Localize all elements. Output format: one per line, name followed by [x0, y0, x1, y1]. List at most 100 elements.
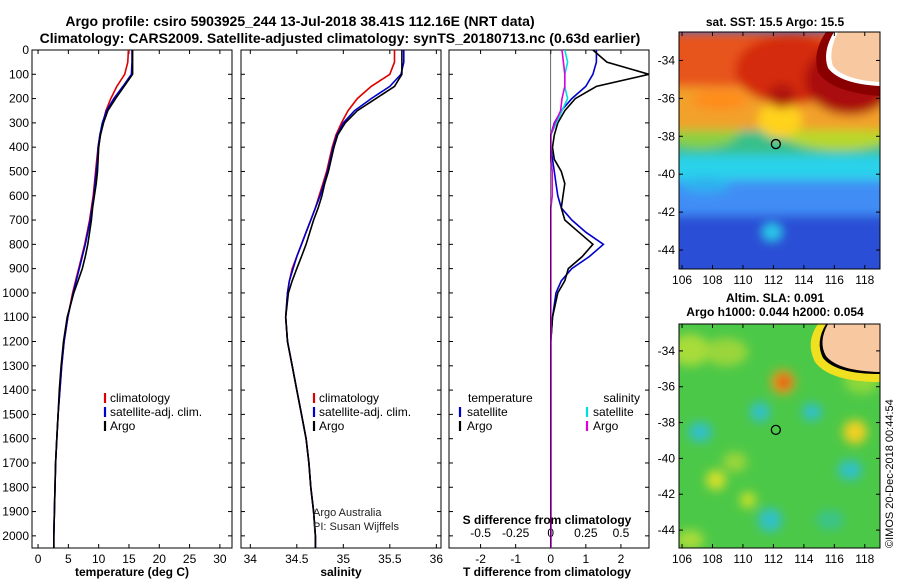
x2-tick-label: 0.25: [574, 526, 598, 540]
sst-field: [679, 32, 880, 269]
map-y-tick-label: -38: [658, 416, 676, 430]
x-tick-label: 0: [35, 552, 42, 566]
map-x-tick-label: 118: [855, 552, 874, 566]
map-x-tick-label: 114: [794, 552, 813, 566]
map-y-tick-label: -38: [658, 129, 676, 143]
map-x-tick-label: 114: [794, 273, 813, 287]
sla-field: [679, 324, 880, 548]
depth-tick-label: 1300: [2, 359, 29, 373]
depth-tick-label: 1400: [2, 383, 29, 397]
legend-label: satellite-adj. clim.: [110, 405, 202, 419]
temperature-panel: 0100200300400500600700800900100011001200…: [2, 43, 233, 579]
x-tick-label: 30: [213, 552, 227, 566]
depth-tick-label: 500: [9, 164, 29, 178]
legend-label: satellite: [593, 405, 634, 419]
x-tick-label: 34.5: [285, 552, 309, 566]
depth-tick-label: 900: [9, 262, 29, 276]
legend-label: climatology: [319, 391, 379, 405]
map-y-tick-label: -44: [658, 523, 676, 537]
x-tick-label: 35.5: [378, 552, 402, 566]
map-y-tick-label: -42: [658, 205, 676, 219]
series-line-argo: [52, 50, 134, 548]
map-y-tick-label: -34: [658, 53, 676, 67]
sla-map: Altim. SLA: 0.091 Argo h1000: 0.044 h200…: [658, 291, 881, 566]
x-tick-label: 35: [337, 552, 351, 566]
x2-tick-label: -0.5: [470, 526, 491, 540]
depth-tick-label: 1100: [3, 310, 29, 324]
x-tick-label: 20: [153, 552, 167, 566]
t-difference-xlabel: T difference from climatology: [463, 565, 631, 579]
depth-tick-label: 1200: [2, 335, 29, 349]
difference-panel: -2 -1 0 1 2 -0.5 -0.25 0 0.25 0.5 temperature sal…: [448, 49, 650, 579]
map-x-tick-label: 108: [702, 552, 722, 566]
depth-tick-label: 300: [9, 116, 29, 130]
map-x-tick-label: 110: [733, 273, 752, 287]
depth-tick-label: 800: [9, 237, 29, 251]
figure-title-line1: Argo profile: csiro 5903925_244 13-Jul-2…: [65, 13, 534, 29]
x-tick-label: -1: [510, 552, 521, 566]
credit-line2: PI: Susan Wijffels: [313, 521, 399, 533]
map-y-tick-label: -34: [658, 344, 676, 358]
temperature-plot-frame: [31, 49, 233, 549]
depth-tick-label: 1500: [2, 407, 29, 421]
legend-label: satellite: [467, 405, 508, 419]
legend-s-title: salinity: [603, 391, 640, 405]
sst-map-frame: [678, 31, 881, 270]
salinity-lines: [284, 50, 405, 548]
sla-map-title-line2: Argo h1000: 0.044 h2000: 0.054: [686, 305, 864, 319]
sla-map-title-line1: Altim. SLA: 0.091: [726, 291, 824, 305]
sst-map: sat. SST: 15.5 Argo: 15.5: [658, 15, 881, 287]
map-y-tick-label: -36: [658, 91, 676, 105]
legend-label: Argo: [110, 419, 136, 433]
depth-tick-label: 1900: [2, 505, 29, 519]
map-y-tick-label: -42: [658, 487, 676, 501]
map-y-tick-label: -40: [658, 167, 676, 181]
salinity-depth-ticks: [241, 49, 441, 537]
map-x-tick-label: 116: [825, 273, 844, 287]
sst-map-axes: 106 108 110 112 114 116 118 -34 -36 -38 -40 -42 -44: [658, 32, 880, 287]
map-y-tick-label: -36: [658, 380, 676, 394]
legend-label: Argo: [319, 419, 345, 433]
x-tick-label: 10: [92, 552, 106, 566]
map-x-tick-label: 106: [672, 552, 692, 566]
x-tick-label: 0: [547, 552, 554, 566]
sla-map-frame: [678, 323, 881, 549]
difference-legend: temperature salinitysatelliteArgosatellit…: [458, 391, 640, 433]
difference-depth-ticks: [449, 49, 649, 537]
legend-label: climatology: [110, 391, 170, 405]
legend-label: satellite-adj. clim.: [319, 405, 411, 419]
sst-argo-position-marker: [770, 138, 781, 150]
series-line-argo: [284, 50, 403, 548]
depth-tick-label: 200: [9, 92, 29, 106]
x2-tick-label: -0.25: [502, 526, 530, 540]
figure-title-line2: Climatology: CARS2009. Satellite-adjuste…: [40, 30, 641, 46]
map-x-tick-label: 112: [764, 273, 783, 287]
depth-tick-label: 700: [9, 213, 29, 227]
x-tick-label: 1: [582, 552, 589, 566]
legend-label: Argo: [467, 419, 493, 433]
salinity-panel: 34 34.5 35 35.5 36 climatologysatellite-adj.…: [240, 49, 443, 579]
depth-tick-label: 100: [9, 67, 29, 81]
sla-map-axes: 106 108 110 112 114 116 118 -34 -36 -38 -40 -42 -44: [658, 324, 880, 566]
sst-map-title: sat. SST: 15.5 Argo: 15.5: [706, 15, 845, 29]
x-tick-label: 2: [618, 552, 625, 566]
map-x-tick-label: 106: [672, 273, 692, 287]
depth-tick-label: 1700: [2, 456, 29, 470]
x-tick-label: 25: [183, 552, 197, 566]
sla-argo-position-marker: [770, 424, 781, 436]
depth-tick-label: 0: [22, 43, 29, 57]
depth-axis: 0 100 200 300 400 500 600 700 800 900 1000 1100 1200…: [2, 43, 232, 543]
depth-tick-label: 400: [9, 140, 29, 154]
salinity-plot-frame: [240, 49, 442, 549]
difference-lines: [549, 50, 649, 548]
difference-plot-frame: [448, 49, 650, 549]
depth-tick-label: 1000: [2, 286, 29, 300]
legend-label: Argo: [593, 419, 619, 433]
map-x-tick-label: 116: [825, 552, 844, 566]
depth-tick-label: 1800: [2, 480, 29, 494]
temperature-xlabel: temperature (deg C): [75, 565, 189, 579]
map-y-tick-label: -44: [658, 243, 676, 257]
depth-tick-label: 600: [9, 189, 29, 203]
